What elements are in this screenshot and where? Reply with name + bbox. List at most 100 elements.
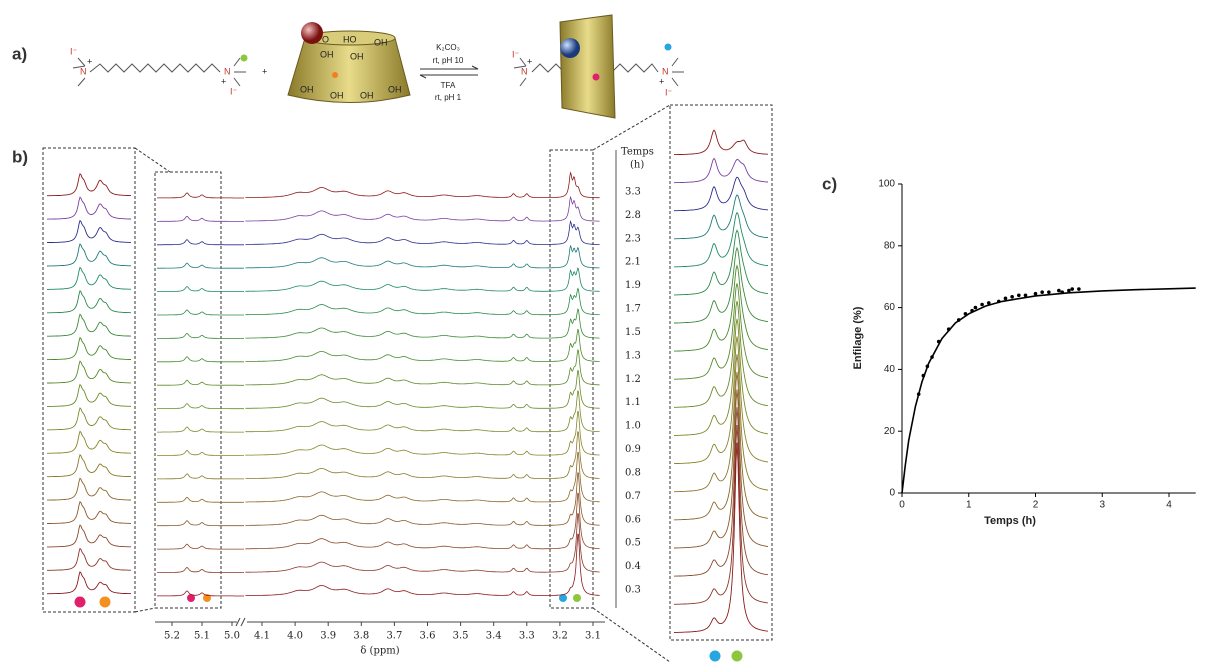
y-tick-label: 40 — [884, 364, 896, 375]
x-tick-label: 4 — [1166, 500, 1172, 511]
spectrum-zoom — [47, 430, 131, 454]
time-label: 1.9 — [625, 280, 641, 291]
zoom-box — [669, 104, 773, 641]
spectrum — [245, 287, 600, 316]
spectrum — [157, 403, 244, 410]
marker-dot — [592, 73, 600, 81]
atom-label: I⁻ — [512, 49, 520, 59]
spectrum — [245, 492, 600, 550]
atom-label: + — [659, 76, 664, 86]
y-tick-label: 0 — [889, 488, 895, 499]
data-point — [1017, 293, 1021, 298]
atom-label: N — [521, 66, 528, 76]
atom-label: OH — [388, 84, 402, 94]
spectrum — [245, 451, 600, 503]
spectrum-zoom — [673, 407, 769, 577]
spectrum — [245, 431, 600, 479]
spectrum-zoom — [47, 477, 131, 501]
spectrum — [245, 513, 600, 573]
data-point — [1010, 294, 1014, 299]
spectrum — [157, 192, 244, 199]
spectrum-zoom — [46, 196, 131, 220]
time-label: 3.3 — [625, 187, 641, 198]
spectrum — [157, 567, 244, 573]
data-point — [1077, 287, 1081, 291]
spectrum-zoom — [47, 453, 131, 478]
x-tick-label: 5.2 — [164, 631, 180, 642]
spectrum — [157, 286, 244, 292]
spectrum-zoom — [674, 129, 768, 156]
atom-label: + — [527, 56, 532, 66]
spectrum — [245, 308, 600, 339]
spectrum-zoom — [673, 301, 769, 408]
spectrum — [245, 349, 600, 386]
spectrum — [245, 472, 600, 526]
condition: K₂CO₃ — [436, 43, 460, 52]
spectrum — [157, 590, 244, 597]
atom-label: I⁻ — [70, 46, 78, 56]
zoom-box — [42, 147, 136, 613]
x-tick-label: 3.2 — [552, 631, 568, 642]
x-tick-label: 3.5 — [453, 631, 469, 642]
x-tick-label: 3.7 — [386, 631, 402, 642]
data-point — [1040, 290, 1044, 294]
atom-label: OH — [330, 90, 344, 100]
spectrum — [157, 379, 244, 386]
x-tick-label: 5.1 — [194, 631, 210, 642]
time-label: 1.2 — [625, 374, 641, 385]
y-tick-label: 60 — [884, 302, 896, 313]
spectrum — [157, 332, 244, 339]
time-label: 0.7 — [625, 491, 641, 502]
x-tick-label: 5.0 — [224, 631, 240, 642]
atom-label: N — [662, 66, 669, 76]
spectrum-zoom — [47, 266, 132, 290]
time-label: 2.3 — [625, 233, 641, 244]
x-tick-label: 3.6 — [420, 631, 436, 642]
time-label: 0.6 — [625, 514, 641, 525]
time-label: 0.9 — [625, 444, 641, 455]
spectrum — [245, 390, 600, 433]
condition: rt, pH 10 — [433, 56, 464, 65]
spectrum — [245, 171, 600, 199]
data-point — [980, 302, 984, 307]
spectrum-zoom — [47, 524, 131, 548]
spectrum — [157, 496, 244, 503]
time-label: 0.4 — [625, 561, 641, 572]
panel-label: a) — [12, 44, 27, 63]
axis-break — [235, 617, 246, 627]
spectrum — [245, 267, 600, 292]
cyclodextrin — [559, 14, 616, 119]
x-tick-label: 3.1 — [585, 631, 601, 642]
x-tick-label: 1 — [966, 500, 972, 511]
spectrum — [245, 369, 600, 409]
spectrum — [157, 426, 244, 433]
atom-label: + — [262, 66, 267, 76]
condition: rt, pH 1 — [435, 93, 462, 102]
x-tick-label: 3.4 — [486, 631, 502, 642]
atom-label: HO — [343, 34, 357, 44]
x-tick-label: 2 — [1033, 500, 1039, 511]
atom-label: + — [87, 56, 92, 66]
spectrum-zoom — [674, 424, 769, 605]
marker-dot — [187, 594, 195, 602]
spectrum — [157, 239, 244, 246]
spectrum — [245, 220, 600, 245]
y-axis-label: Enfilage (%) — [852, 306, 864, 369]
axle-left — [72, 57, 246, 87]
atom-label: OH — [350, 51, 364, 61]
x-tick-label: 4.0 — [287, 631, 303, 642]
spectrum-zoom — [46, 383, 131, 407]
zoom-connector — [592, 104, 671, 662]
y-tick-label: 100 — [878, 179, 895, 190]
spectrum-zoom — [673, 442, 769, 633]
spectrum-zoom — [47, 313, 131, 337]
fit-line — [901, 287, 1196, 494]
equilibrium-arrow — [419, 65, 479, 79]
spectrum-zoom — [673, 371, 769, 521]
y-tick-label: 20 — [884, 426, 896, 437]
spectrum-zoom — [674, 354, 769, 493]
atom-label: N — [224, 66, 231, 76]
spectrum-zoom — [674, 246, 769, 324]
panel-label: b) — [12, 147, 28, 166]
